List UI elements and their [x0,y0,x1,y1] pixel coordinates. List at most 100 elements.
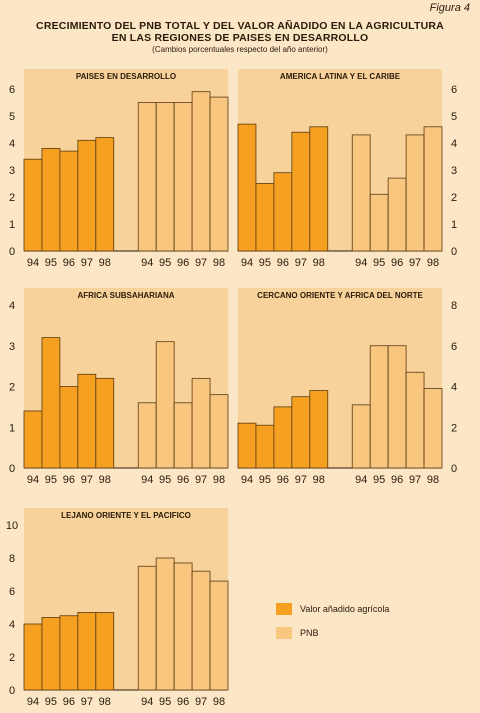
title-line-1: CRECIMIENTO DEL PNB TOTAL Y DEL VALOR AÑ… [36,20,444,32]
x-tick-label: 96 [177,257,189,269]
bar-agri-94 [23,623,43,691]
bar-agri-95 [41,147,61,252]
bar-agri-96 [59,615,79,691]
x-tick-label: 94 [27,696,39,708]
chart-title: PAISES EN DESARROLLO [76,72,176,81]
x-tick-label: 97 [81,474,93,486]
chart-title: AFRICA SUBSAHARIANA [77,291,174,300]
legend-label-pnb: PNB [300,628,319,638]
y-tick-label: 8 [451,300,457,312]
x-tick-label: 95 [159,474,171,486]
y-tick-label: 1 [451,219,457,231]
bar-pnb-96 [387,345,407,469]
bar-pnb-98 [423,388,443,469]
bar-pnb-96 [173,102,193,252]
x-tick-label: 96 [63,696,75,708]
bar-agri-96 [273,172,293,252]
bar-agri-96 [59,150,79,252]
chart-1: PAISES EN DESARROLLO 0 1 2 3 4 5 6 94 95 96 97 98 94 9… [9,69,229,269]
bar-agri-95 [255,424,275,469]
bar-pnb-97 [191,91,211,252]
bar-pnb-94 [351,134,371,252]
bar-pnb-97 [191,570,211,691]
bar-agri-94 [23,410,43,469]
x-tick-label: 97 [295,257,307,269]
bar-agri-98 [95,377,115,469]
x-tick-label: 95 [159,696,171,708]
bar-agri-97 [291,131,311,252]
x-tick-label: 97 [195,257,207,269]
bar-agri-98 [95,137,115,252]
x-tick-label: 97 [295,474,307,486]
bar-pnb-95 [369,193,389,252]
x-tick-label: 94 [141,474,153,486]
bar-agri-94 [237,422,257,469]
bar-agri-98 [309,126,329,252]
legend: Valor añadido agrícola PNB [276,600,456,660]
chart-title: AMERICA LATINA Y EL CARIBE [280,72,401,81]
bar-pnb-95 [155,557,175,691]
bar-pnb-94 [137,102,157,252]
chart-title: LEJANO ORIENTE Y EL PACIFICO [61,511,191,520]
legend-label-agri: Valor añadido agrícola [300,604,390,614]
y-tick-label: 3 [9,165,15,177]
x-tick-label: 94 [27,257,39,269]
x-tick-label: 94 [355,257,367,269]
bar-pnb-98 [209,96,229,252]
bar-pnb-98 [209,580,229,691]
x-tick-label: 94 [27,474,39,486]
bar-pnb-94 [351,404,371,469]
chart-4: CERCANO ORIENTE Y AFRICA DEL NORTE 0 2 4 6 8 9… [237,288,457,486]
x-tick-label: 98 [99,257,111,269]
title-line-2: EN LAS REGIONES DE PAISES EN DESARROLLO [111,32,369,44]
bar-agri-98 [309,390,329,469]
x-tick-label: 95 [45,257,57,269]
y-tick-label: 4 [9,300,15,312]
y-tick-label: 6 [9,84,15,96]
x-tick-label: 95 [45,696,57,708]
x-tick-label: 96 [63,257,75,269]
y-tick-label: 3 [9,341,15,353]
y-tick-label: 4 [9,138,15,150]
bar-agri-97 [291,396,311,469]
y-tick-label: 6 [9,586,15,598]
x-tick-label: 98 [99,696,111,708]
x-tick-label: 94 [241,257,253,269]
x-tick-label: 98 [99,474,111,486]
y-tick-label: 2 [9,382,15,394]
bar-pnb-96 [387,177,407,252]
subtitle: (Cambios porcentuales respecto del año a… [152,45,328,54]
y-tick-label: 6 [451,341,457,353]
y-tick-label: 0 [9,463,15,475]
x-tick-label: 98 [313,474,325,486]
bar-pnb-95 [155,102,175,252]
bar-pnb-95 [369,345,389,469]
bar-pnb-96 [173,402,193,469]
bar-agri-97 [77,139,97,252]
x-tick-label: 94 [141,257,153,269]
bar-pnb-94 [137,402,157,469]
bar-agri-98 [95,612,115,691]
x-tick-label: 96 [177,696,189,708]
x-tick-label: 95 [45,474,57,486]
y-tick-label: 1 [9,219,15,231]
x-tick-label: 94 [141,696,153,708]
y-tick-label: 4 [9,619,15,631]
y-tick-label: 0 [9,685,15,697]
y-tick-label: 5 [451,111,457,123]
x-tick-label: 96 [391,474,403,486]
bar-pnb-97 [405,371,425,469]
y-tick-label: 4 [451,382,457,394]
x-tick-label: 97 [409,257,421,269]
y-tick-label: 4 [451,138,457,150]
y-tick-label: 8 [9,553,15,565]
x-tick-label: 96 [177,474,189,486]
y-tick-label: 1 [9,422,15,434]
x-tick-label: 95 [373,474,385,486]
x-tick-label: 98 [427,257,439,269]
x-tick-label: 95 [259,474,271,486]
legend-item-agri: Valor añadido agrícola [276,602,389,616]
bar-pnb-94 [137,565,157,691]
page-title: CRECIMIENTO DEL PNB TOTAL Y DEL VALOR AÑ… [0,20,480,55]
